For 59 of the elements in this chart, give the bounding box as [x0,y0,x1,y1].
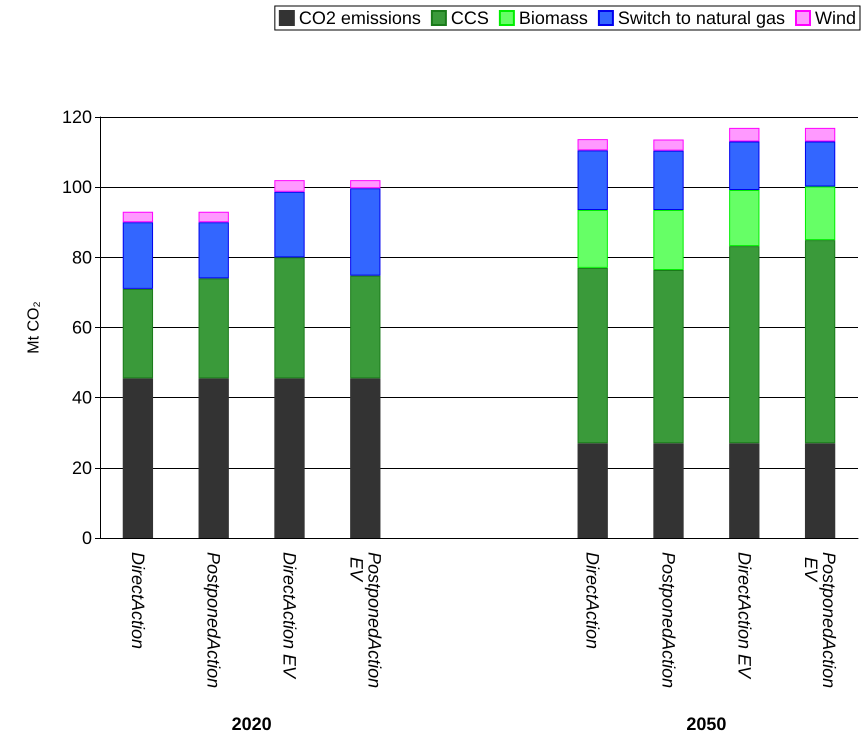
bar [653,139,684,151]
bar [122,378,154,538]
y-axis-title: Mt CO₂ [26,301,42,354]
legend-label: CO2 emissions [298,8,421,28]
x-tick-label: DirectAction EV [734,552,754,680]
bar [198,222,229,278]
bar [578,268,608,444]
y-tick-label: 120 [62,107,92,127]
bar [804,186,836,240]
bar [804,142,836,186]
bar [653,150,684,210]
bar [350,188,380,276]
legend-label: Biomass [518,8,588,28]
legend-label: Wind [814,8,856,28]
bar [122,222,154,289]
bar [729,246,760,444]
bar [274,378,305,538]
bar [729,443,760,538]
bar [729,142,760,190]
y-tick-label: 0 [82,528,92,548]
y-tick-label: 100 [62,177,92,198]
text: 2020 [232,714,272,734]
bar [729,190,760,246]
x-tick-label: PostponedAction EV [801,552,840,688]
bar [274,192,305,258]
bar [729,128,760,142]
y-tick-label: 80 [72,247,92,268]
bar [653,210,684,270]
bar [274,180,305,192]
text: 2050 [686,714,726,734]
bar [122,288,154,378]
bar [578,150,608,210]
bar [578,210,608,268]
legend-label: CCS [450,8,489,28]
bar [350,378,380,538]
bar [350,180,380,188]
x-tick-label: DirectAction [582,552,603,650]
y-tick-label: 40 [72,388,92,408]
x-tick-label: PostponedAction [658,552,678,688]
bar [198,378,229,538]
bar [578,443,608,538]
y-tick-label: 60 [72,318,92,338]
x-tick-label: DirectAction EV [280,552,300,680]
bar [804,443,836,538]
legend-label: Switch to natural gas [618,8,785,28]
bar [578,139,608,150]
bar [274,257,305,378]
x-tick-label: PostponedAction EV [346,552,384,688]
bar [653,443,684,538]
y-tick-label: 20 [72,458,92,478]
bar [198,278,229,378]
bar [198,212,229,222]
x-tick-label: PostponedAction [204,552,224,688]
x-tick-label: DirectAction [128,552,148,650]
bar [350,276,380,378]
bar [804,240,836,444]
bar [804,128,836,142]
bar [653,270,684,444]
bar [122,212,154,222]
